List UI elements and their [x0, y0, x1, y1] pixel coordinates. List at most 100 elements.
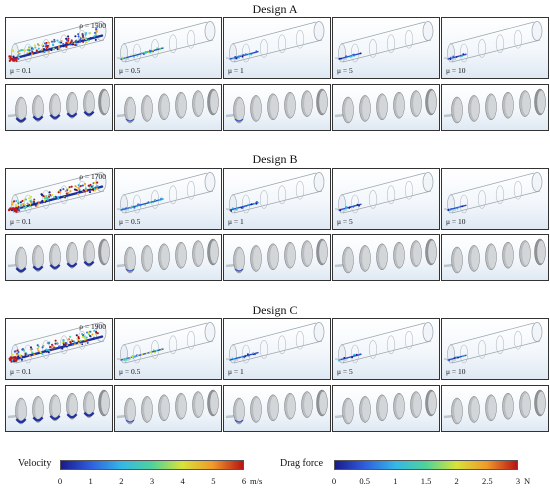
design-title: Design B	[252, 152, 298, 166]
blade-discs	[116, 238, 219, 274]
tube-render	[443, 21, 543, 63]
particle-stream	[443, 53, 467, 60]
velocity-panel: μ = 10	[441, 17, 549, 79]
drag_bar-tick-label: 1	[393, 476, 398, 486]
blade-discs	[334, 88, 437, 124]
particle-stream	[334, 353, 362, 362]
velocity_bar-tick-label: 2	[119, 476, 124, 486]
transparent-tube	[120, 21, 216, 63]
mu-label: μ = 5	[337, 367, 353, 376]
blade-discs	[225, 389, 328, 425]
particle-stream	[116, 197, 164, 211]
mu-label: μ = 0.1	[10, 66, 32, 75]
velocity-panel: μ = 0.5	[114, 17, 222, 79]
disc-render	[116, 389, 219, 425]
design-title: Design C	[252, 303, 298, 317]
disc-render	[443, 238, 546, 274]
tube-render	[225, 21, 325, 63]
disc-render	[7, 238, 110, 274]
blade-discs	[334, 238, 437, 274]
particle-stream	[443, 354, 467, 362]
velocity_bar-tick-label: 0	[57, 476, 63, 486]
mu-label: μ = 0.1	[10, 367, 32, 376]
drag-force-panel	[441, 84, 549, 131]
rho-label: ρ = 1700	[79, 172, 106, 181]
transparent-tube	[338, 322, 434, 364]
drag_bar-tick-label: 2	[454, 476, 459, 486]
mu-label: μ = 10	[446, 217, 466, 226]
disc-render	[116, 238, 219, 274]
tube-render	[7, 21, 107, 63]
disc-render	[7, 389, 110, 425]
tube-render	[334, 322, 434, 364]
velocity-panel: μ = 1	[223, 318, 331, 380]
velocity_bar-tick-label: 3	[149, 476, 155, 486]
velocity-panel: μ = 0.1 ρ = 1900	[5, 318, 113, 380]
velocity-panel: μ = 0.5	[114, 318, 222, 380]
mu-label: μ = 0.1	[10, 217, 32, 226]
velocity-panel: μ = 5	[332, 318, 440, 380]
disc-render	[334, 88, 437, 124]
velocity_bar-colorbar-title: Velocity	[18, 458, 52, 469]
blade-discs	[7, 238, 110, 274]
particle-stream	[225, 50, 259, 60]
mu-label: μ = 0.5	[119, 66, 141, 75]
blade-discs	[116, 389, 219, 425]
mu-label: μ = 1	[228, 217, 244, 226]
tube-render	[7, 322, 107, 364]
disc-render	[225, 389, 328, 425]
particle-stream	[443, 204, 467, 212]
tube-render	[225, 172, 325, 214]
tube-render	[334, 172, 434, 214]
transparent-tube	[447, 172, 543, 214]
tube-render	[443, 322, 543, 364]
drag-force-panel	[5, 84, 113, 131]
velocity-panel: μ = 10	[441, 318, 549, 380]
velocity_bar-colorbar	[60, 460, 244, 470]
blade-discs	[7, 389, 110, 425]
drag_bar-tick-label: 0.5	[359, 476, 370, 486]
rho-label: ρ = 1500	[79, 21, 106, 30]
mu-label: μ = 0.5	[119, 367, 141, 376]
particle-stream	[334, 52, 362, 60]
mu-label: μ = 5	[337, 217, 353, 226]
blade-discs	[116, 88, 219, 124]
tube-render	[116, 322, 216, 364]
mu-label: μ = 10	[446, 367, 466, 376]
drag_bar-tick-label: 1.5	[420, 476, 432, 486]
tube-render	[116, 21, 216, 63]
particle-stream	[7, 329, 104, 363]
tube-render	[443, 172, 543, 214]
drag_bar-colorbar-title: Drag force	[280, 458, 324, 469]
disc-render	[7, 88, 110, 124]
particle-stream	[7, 181, 104, 213]
tube-render	[116, 172, 216, 214]
mu-label: μ = 1	[228, 66, 244, 75]
drag-force-panel	[223, 234, 331, 281]
tube-render	[225, 322, 325, 364]
drag-force-panel	[223, 84, 331, 131]
drag-force-panel	[223, 385, 331, 432]
drag-force-panel	[441, 234, 549, 281]
particle-stream	[116, 47, 164, 61]
rho-label: ρ = 1900	[79, 322, 106, 331]
blade-discs	[7, 88, 110, 124]
drag-force-panel	[5, 385, 113, 432]
velocity-panel: μ = 1	[223, 17, 331, 79]
particle-stream	[116, 348, 164, 362]
disc-render	[334, 238, 437, 274]
blade-discs	[443, 88, 546, 124]
drag_bar-unit-label: N	[524, 476, 531, 486]
tube-render	[334, 21, 434, 63]
particle-stream	[225, 201, 259, 212]
particle-stream	[334, 203, 362, 212]
drag_bar-colorbar	[334, 460, 518, 470]
drag-force-panel	[332, 385, 440, 432]
velocity-panel: μ = 5	[332, 168, 440, 230]
disc-render	[334, 389, 437, 425]
velocity-panel: μ = 0.1 ρ = 1700	[5, 168, 113, 230]
velocity_bar-tick-label: 5	[211, 476, 216, 486]
particle-stream	[225, 352, 259, 361]
drag-force-panel	[114, 234, 222, 281]
velocity-panel: μ = 1	[223, 168, 331, 230]
